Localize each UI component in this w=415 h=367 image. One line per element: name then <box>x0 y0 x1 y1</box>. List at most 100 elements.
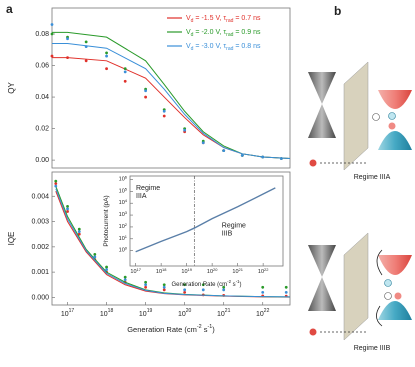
data-point <box>50 54 54 58</box>
y-tick-label: 105 <box>119 186 128 195</box>
y-axis-label: IQE <box>7 232 16 246</box>
data-point <box>144 89 148 93</box>
y-tick-label: 100 <box>119 245 128 254</box>
data-point <box>162 109 166 113</box>
data-point <box>123 275 127 279</box>
data-line <box>135 187 276 253</box>
data-point <box>222 288 226 292</box>
data-point <box>201 283 205 287</box>
annotation: Regime IIIB <box>222 222 246 237</box>
data-point <box>144 280 148 284</box>
y-tick-label: 102 <box>119 221 127 230</box>
fit-line <box>52 31 291 160</box>
data-point <box>222 285 226 289</box>
annotation: Regime IIIA <box>136 185 160 200</box>
data-point <box>162 283 166 287</box>
fit-line <box>55 185 291 298</box>
fit-line <box>52 57 291 160</box>
x-tick-label: 1018 <box>100 308 114 318</box>
data-point <box>144 95 148 99</box>
x-tick-label: 1022 <box>256 308 270 318</box>
panel-label: b <box>334 4 341 18</box>
y-tick-label: 104 <box>119 198 128 207</box>
chart-line: 100 101 102 103 104 105 106 1017 1018 1019 1020 102… <box>103 174 284 288</box>
x-axis-label: Generation Rate (cm-2 s-1) <box>171 279 241 288</box>
diagram-label: Regime IIIA <box>354 174 391 181</box>
data-point <box>162 285 166 289</box>
y-tick-label: 0.000 <box>31 294 49 301</box>
data-point <box>105 51 108 55</box>
data-point <box>123 70 127 74</box>
data-point <box>201 141 205 145</box>
data-point <box>105 268 108 272</box>
y-tick-label: 0.08 <box>35 31 49 38</box>
y-tick-label: 0.04 <box>35 94 49 101</box>
data-point <box>93 255 97 259</box>
panel-label: a <box>6 2 13 16</box>
data-point <box>77 227 81 231</box>
data-point <box>84 59 88 63</box>
y-tick-label: 0.00 <box>35 157 49 164</box>
y-tick-label: 101 <box>119 233 127 242</box>
data-point <box>261 285 265 289</box>
data-point <box>50 23 54 26</box>
x-tick-label: 1020 <box>178 308 192 318</box>
x-tick-label: 1019 <box>181 267 192 276</box>
x-tick-label: 1017 <box>61 308 75 318</box>
data-point <box>66 37 69 41</box>
data-point <box>105 54 108 58</box>
data-point <box>54 179 58 183</box>
data-point <box>77 230 81 234</box>
x-tick-label: 1021 <box>232 267 243 276</box>
data-point <box>201 288 205 292</box>
legend-label: Vd = -1.5 V, τrad = 0.7 ns <box>186 15 261 24</box>
data-point <box>284 290 288 294</box>
diagram-iiib: Regime IIIB <box>308 232 412 352</box>
x-tick-label: 1022 <box>258 267 269 276</box>
y-tick-label: 0.06 <box>35 62 49 69</box>
plot-frame <box>51 7 291 169</box>
data-point <box>162 114 166 118</box>
y-tick-label: 0.002 <box>31 244 49 251</box>
data-point <box>105 265 108 269</box>
plot-frame <box>51 171 291 306</box>
data-point <box>183 283 187 287</box>
data-point <box>222 149 226 153</box>
legend-label: Vd = -2.0 V, τrad = 0.9 ns <box>186 29 261 38</box>
x-tick-label: 1020 <box>207 267 218 276</box>
data-point <box>66 204 69 208</box>
data-point <box>93 253 97 256</box>
y-tick-label: 106 <box>119 174 128 183</box>
chart-scatter: 0.000 0.001 0.002 0.003 0.004 1017 1018 1019 102… <box>7 171 291 334</box>
data-point <box>284 285 288 289</box>
data-point <box>162 288 166 292</box>
data-point <box>84 40 88 44</box>
diagram-label: Regime IIIB <box>354 345 391 352</box>
data-point <box>240 153 244 157</box>
data-point <box>144 283 148 287</box>
x-tick-label: 1021 <box>217 308 231 318</box>
data-point <box>123 67 127 71</box>
data-point <box>66 207 69 211</box>
legend-label: Vd = -3.0 V, τrad = 0.8 ns <box>186 43 261 52</box>
data-point <box>261 290 265 294</box>
y-tick-label: 0.001 <box>31 269 49 276</box>
y-axis-label: QY <box>7 82 16 94</box>
data-point <box>50 32 54 36</box>
y-axis-label: Photocurrent (pA) <box>103 195 110 246</box>
data-point <box>123 278 127 282</box>
x-tick-label: 1018 <box>156 267 167 276</box>
data-point <box>77 232 81 236</box>
y-tick-label: 0.02 <box>35 125 49 132</box>
data-point <box>105 67 108 71</box>
x-tick-label: 1019 <box>139 308 153 318</box>
data-point <box>144 285 148 289</box>
plot-frame <box>129 175 284 267</box>
x-tick-label: 1017 <box>130 267 141 276</box>
data-point <box>54 184 58 188</box>
y-tick-label: 103 <box>119 210 128 219</box>
data-point <box>66 210 69 213</box>
diagram-iiia: Regime IIIA <box>308 61 412 181</box>
fit-line <box>55 188 291 298</box>
